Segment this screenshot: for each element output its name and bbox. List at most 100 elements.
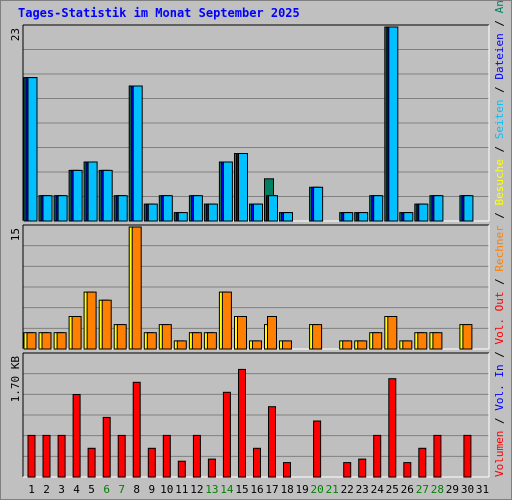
x-tick-label-day-27: 27: [416, 483, 429, 496]
y-max-label-volume: 1.70 KB: [9, 356, 22, 403]
legend-item-vol-out: Vol. Out: [493, 292, 506, 352]
bar-seiten-day-18: [283, 212, 293, 222]
bar-seiten-day-12: [192, 195, 203, 222]
bar-volumen-day-18: [283, 462, 291, 478]
x-tick-label-day-20: 20: [310, 483, 323, 496]
bar-seiten-day-1: [27, 77, 38, 222]
bar-seiten-day-26: [403, 212, 414, 222]
right-legend: Volumen / Vol. In / Vol. Out / Rechner /…: [493, 0, 506, 477]
bar-rechner-day-5: [86, 291, 97, 350]
x-tick-label-day-4: 4: [73, 483, 80, 496]
legend-separator: /: [493, 212, 506, 225]
x-tick-label-day-25: 25: [386, 483, 399, 496]
x-tick-label-day-15: 15: [235, 483, 248, 496]
bar-rechner-day-3: [56, 332, 67, 350]
bar-volumen-day-12: [192, 434, 201, 478]
x-tick-label-day-24: 24: [371, 483, 385, 496]
legend-separator: /: [493, 146, 506, 159]
bar-rechner-day-12: [191, 332, 202, 350]
legend-separator: /: [493, 351, 506, 364]
bar-seiten-day-25: [388, 26, 399, 222]
bar-volumen-day-3: [57, 434, 66, 478]
x-tick-label-day-3: 3: [58, 483, 65, 496]
bar-rechner-day-13: [206, 332, 217, 350]
bar-seiten-day-22: [343, 212, 354, 222]
legend-item-rechner: Rechner: [493, 225, 506, 278]
bar-volumen-day-24: [373, 434, 382, 478]
bar-rechner-day-30: [462, 324, 473, 350]
bar-seiten-day-11: [177, 212, 188, 222]
bar-volumen-day-16: [253, 447, 261, 478]
bar-seiten-day-13: [207, 203, 218, 222]
bar-seiten-day-23: [358, 212, 369, 222]
x-tick-label-day-14: 14: [220, 483, 234, 496]
bar-seiten-day-6: [102, 169, 113, 222]
bar-rechner-day-11: [176, 340, 187, 350]
bar-volumen-day-2: [42, 434, 51, 478]
legend-separator: /: [493, 86, 506, 99]
bar-volumen-day-20: [313, 420, 322, 478]
legend-item-seiten: Seiten: [493, 99, 506, 145]
bar-volumen-day-28: [433, 434, 442, 478]
x-tick-label-day-9: 9: [148, 483, 155, 496]
y-max-label-requests: 23: [9, 28, 22, 41]
x-tick-label-day-5: 5: [88, 483, 95, 496]
bar-volumen-day-11: [177, 460, 186, 478]
y-max-label-visits: 15: [9, 228, 22, 241]
bar-seiten-day-7: [117, 195, 128, 222]
bar-rechner-day-26: [402, 340, 413, 350]
bar-volumen-day-15: [238, 368, 246, 478]
bar-seiten-day-27: [418, 203, 429, 222]
x-tick-label-day-23: 23: [356, 483, 369, 496]
bar-seiten-day-8: [132, 85, 143, 222]
x-tick-label-day-13: 13: [205, 483, 218, 496]
bar-volumen-day-14: [222, 391, 231, 478]
bar-rechner-day-25: [387, 316, 398, 350]
bar-volumen-day-8: [132, 381, 141, 478]
legend-separator: /: [493, 20, 506, 33]
bar-seiten-day-9: [147, 203, 158, 222]
bar-seiten-day-4: [72, 169, 83, 222]
x-tick-label-day-16: 16: [250, 483, 263, 496]
bar-seiten-day-5: [87, 161, 98, 222]
bar-rechner-day-15: [237, 316, 247, 350]
bar-volumen-day-25: [388, 378, 397, 478]
x-tick-label-day-1: 1: [28, 483, 35, 496]
legend-separator: /: [493, 278, 506, 291]
bar-rechner-day-8: [131, 226, 142, 350]
bar-seiten-day-15: [238, 153, 248, 222]
legend-item-vol-in: Vol. In: [493, 364, 506, 417]
bar-rechner-day-28: [432, 332, 443, 350]
legend-item-besuche: Besuche: [493, 159, 506, 212]
bar-rechner-day-20: [312, 324, 323, 350]
bar-rechner-day-16: [252, 340, 262, 350]
bar-seiten-day-16: [253, 203, 263, 222]
x-tick-label-day-28: 28: [431, 483, 444, 496]
bar-volumen-day-27: [418, 447, 427, 478]
x-tick-label-day-2: 2: [43, 483, 50, 496]
bar-rechner-day-17: [267, 316, 277, 350]
bar-seiten-day-30: [463, 195, 474, 222]
bar-seiten-day-3: [57, 195, 68, 222]
bar-volumen-day-30: [463, 434, 472, 478]
x-tick-label-day-7: 7: [118, 483, 125, 496]
bar-rechner-day-10: [161, 324, 172, 350]
bar-seiten-day-14: [222, 161, 233, 222]
x-tick-label-day-10: 10: [160, 483, 173, 496]
bar-rechner-day-2: [41, 332, 52, 350]
x-tick-label-day-18: 18: [280, 483, 293, 496]
x-tick-label-day-19: 19: [295, 483, 308, 496]
x-tick-label-day-26: 26: [401, 483, 414, 496]
legend-item-volumen: Volumen: [493, 431, 506, 477]
bar-volumen-day-13: [207, 458, 216, 478]
bar-seiten-day-24: [373, 195, 384, 222]
bar-seiten-day-2: [42, 195, 53, 222]
bar-rechner-day-6: [101, 299, 112, 350]
bar-volumen-day-17: [268, 406, 276, 478]
x-tick-label-day-22: 22: [341, 483, 354, 496]
chart-title: Tages-Statistik im Monat September 2025: [18, 6, 300, 20]
x-tick-label-day-6: 6: [103, 483, 110, 496]
bar-rechner-day-14: [221, 291, 232, 350]
legend-item-anfragen: Anfragen: [493, 0, 506, 20]
